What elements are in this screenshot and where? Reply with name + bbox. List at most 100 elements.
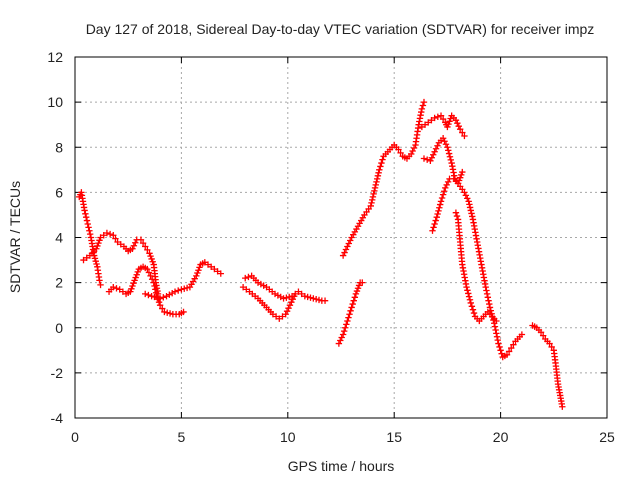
plus-marker	[149, 258, 156, 265]
plus-marker	[445, 147, 452, 154]
plus-marker	[462, 192, 470, 199]
plus-marker	[434, 210, 441, 218]
plus-marker	[441, 138, 448, 145]
y-tick-label: 12	[47, 49, 63, 65]
y-tick-label: 2	[55, 275, 63, 291]
plus-marker	[82, 210, 89, 218]
plus-marker	[486, 300, 493, 308]
series-track-1	[76, 189, 104, 289]
y-tick-labels: -4 -2 0 2 4 6 8 10 12	[47, 49, 63, 426]
plus-marker	[510, 341, 517, 348]
plus-marker	[546, 340, 553, 347]
chart-title: Day 127 of 2018, Sidereal Day-to-day VTE…	[86, 21, 595, 37]
plus-marker	[130, 279, 137, 287]
plus-marker	[132, 239, 139, 246]
plus-marker	[453, 212, 461, 220]
plus-marker	[444, 144, 451, 151]
plus-marker	[493, 330, 500, 337]
plus-marker	[133, 271, 140, 278]
plus-marker	[491, 323, 499, 330]
plus-marker	[142, 290, 149, 298]
plus-marker	[288, 298, 295, 306]
plus-marker	[342, 324, 349, 331]
plus-marker	[217, 270, 224, 277]
plus-marker	[352, 290, 360, 298]
y-axis-label: SDTVAR / TECUs	[7, 181, 23, 293]
y-tick-label: 0	[55, 320, 63, 336]
plus-marker	[370, 190, 377, 198]
plus-marker	[461, 189, 468, 196]
plus-marker	[150, 279, 157, 286]
plus-marker	[348, 304, 355, 311]
plus-marker	[456, 174, 464, 181]
plus-marker	[343, 321, 350, 328]
plus-marker	[395, 146, 402, 153]
plus-marker	[339, 252, 347, 259]
plus-marker	[95, 239, 102, 247]
plus-marker	[420, 155, 428, 162]
plus-marker	[490, 316, 497, 324]
plus-marker	[369, 193, 377, 201]
plus-marker	[160, 294, 167, 301]
plus-marker	[339, 331, 347, 338]
plus-marker	[132, 274, 139, 281]
plus-marker	[430, 224, 437, 231]
plus-marker	[446, 153, 454, 160]
plus-marker	[178, 286, 185, 293]
plus-marker	[408, 150, 415, 158]
plus-marker	[106, 230, 114, 238]
plus-marker	[347, 237, 354, 244]
plus-marker	[127, 288, 134, 295]
plus-marker	[369, 196, 376, 204]
plus-marker	[482, 283, 489, 291]
plus-marker	[137, 236, 145, 243]
plus-marker	[301, 292, 309, 300]
plus-marker	[468, 210, 475, 217]
plus-marker	[539, 332, 547, 339]
plus-marker	[443, 181, 450, 189]
plus-marker	[175, 287, 182, 294]
plus-marker	[455, 122, 462, 130]
plus-marker	[379, 156, 386, 163]
plus-marker	[84, 220, 91, 228]
plus-marker	[282, 311, 289, 318]
plus-marker	[439, 135, 447, 142]
plus-marker	[444, 123, 451, 131]
plus-marker	[354, 285, 362, 292]
plus-marker	[337, 337, 344, 344]
plus-marker	[283, 308, 291, 315]
plus-marker	[280, 295, 287, 302]
plus-marker	[436, 201, 444, 208]
x-tick-label: 20	[493, 429, 509, 445]
series-track-11	[429, 175, 526, 361]
plus-marker	[447, 156, 455, 164]
plus-marker	[341, 249, 348, 256]
plus-marker	[147, 252, 154, 260]
plus-marker	[423, 156, 431, 163]
plus-marker	[151, 293, 158, 301]
plus-marker	[442, 141, 450, 148]
plus-marker	[437, 198, 445, 205]
plus-marker	[134, 268, 141, 276]
plus-marker	[377, 163, 384, 170]
plus-marker	[508, 344, 515, 352]
plus-marker	[148, 255, 155, 263]
plus-marker	[537, 329, 545, 336]
data-markers	[76, 98, 566, 410]
plus-marker	[497, 347, 504, 354]
series-track-10	[420, 135, 466, 187]
plus-marker	[456, 126, 464, 133]
plus-marker	[427, 157, 434, 164]
plus-marker	[145, 291, 152, 299]
plus-marker	[434, 113, 442, 120]
plus-marker	[156, 295, 164, 302]
plus-marker	[340, 327, 348, 335]
plus-marker	[431, 148, 438, 155]
plus-marker	[110, 232, 117, 239]
plus-marker	[464, 195, 471, 202]
plus-marker	[548, 343, 555, 351]
plus-marker	[128, 285, 135, 293]
plus-marker	[183, 284, 191, 292]
plus-marker	[487, 307, 495, 314]
plus-marker	[147, 272, 154, 280]
